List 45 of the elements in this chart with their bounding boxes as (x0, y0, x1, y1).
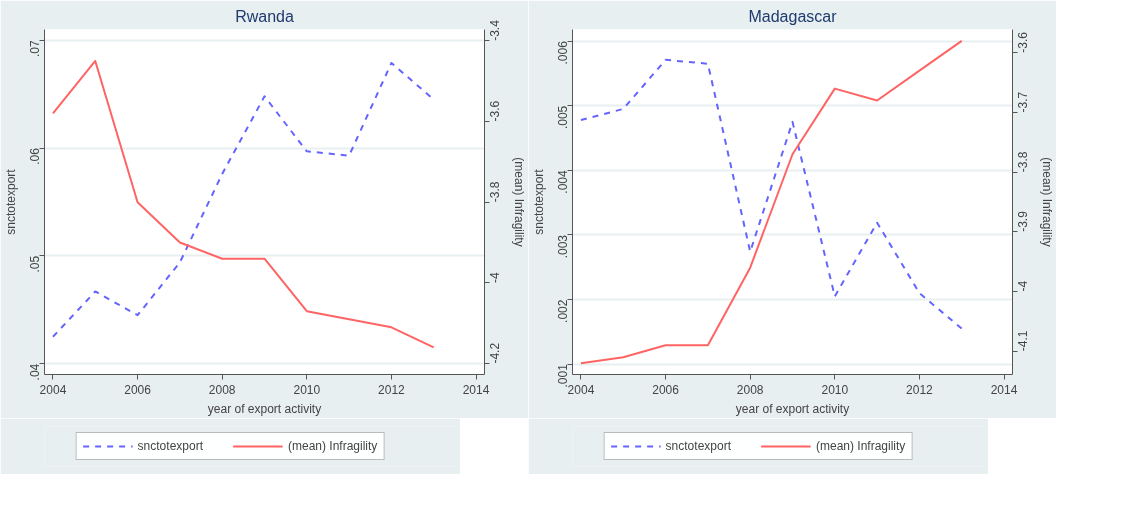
y2-axis-title: (mean) Infragility (511, 157, 526, 247)
legend-label: snctotexport (665, 439, 731, 453)
y-tick-label: .004 (556, 170, 570, 194)
x-axis-title: year of export activity (207, 401, 322, 416)
x-tick-label: 2008 (208, 382, 236, 397)
y-tick-label: .07 (28, 39, 42, 57)
y2-tick-label: -3.8 (1016, 151, 1030, 173)
y-tick-label: .04 (28, 363, 42, 381)
x-tick-label: 2014 (990, 382, 1018, 397)
x-axis-title: year of export activity (735, 401, 850, 416)
x-tick-label: 2014 (462, 382, 490, 397)
y-tick-label: .003 (556, 234, 570, 259)
y-tick-label: .002 (556, 299, 570, 323)
y-tick-label: .005 (556, 105, 570, 130)
y2-tick-label: -4 (488, 271, 502, 283)
y-axis-title: snctotexport (3, 168, 18, 235)
y2-tick-label: -3.9 (1016, 210, 1030, 232)
chart-title: Madagascar (748, 7, 838, 25)
y2-tick-label: -3.8 (488, 181, 502, 203)
y2-tick-label: -3.4 (488, 19, 502, 41)
y-tick-label: .006 (556, 40, 570, 65)
chart-title: Rwanda (235, 7, 294, 25)
x-tick-label: 2012 (378, 382, 406, 397)
y2-tick-label: -4.1 (1016, 330, 1030, 352)
x-tick-label: 2008 (736, 382, 764, 397)
x-tick-label: 2006 (652, 382, 680, 397)
y2-tick-label: -3.6 (488, 100, 502, 122)
y2-axis-title: (mean) Infragility (1039, 157, 1054, 247)
x-tick-label: 2010 (293, 382, 321, 397)
legend-label: (mean) Infragility (815, 439, 906, 453)
y2-tick-label: -4 (1016, 280, 1030, 292)
legend-label: snctotexport (137, 439, 203, 453)
x-tick-label: 2004 (39, 382, 67, 397)
y2-tick-label: -3.6 (1016, 31, 1030, 53)
x-tick-label: 2006 (124, 382, 152, 397)
x-tick-label: 2010 (821, 382, 849, 397)
y-tick-label: .001 (556, 363, 570, 388)
y2-tick-label: -4.2 (488, 342, 502, 364)
y2-tick-label: -3.7 (1016, 91, 1030, 113)
y-axis-title: snctotexport (531, 168, 546, 235)
x-tick-label: 2012 (906, 382, 934, 397)
legend-label: (mean) Infragility (287, 439, 378, 453)
y-tick-label: .05 (28, 255, 42, 273)
x-tick-label: 2004 (567, 382, 595, 397)
y-tick-label: .06 (28, 147, 42, 165)
